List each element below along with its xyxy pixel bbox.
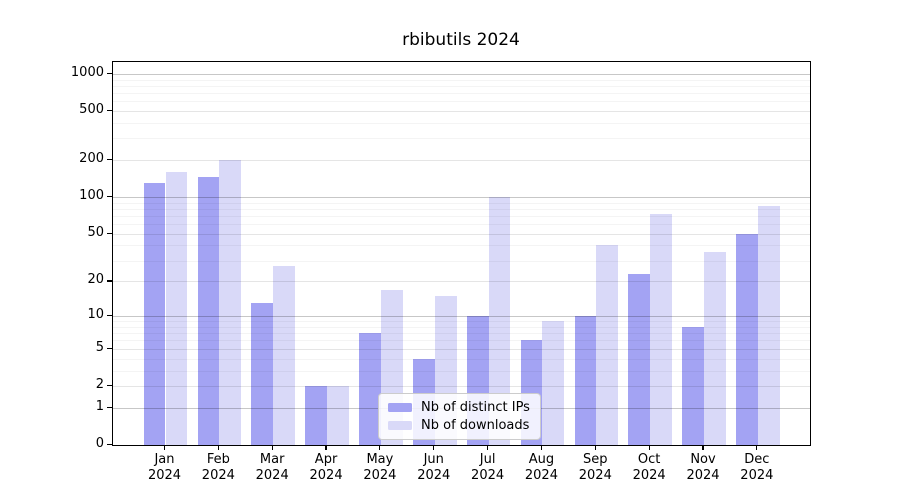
y-tick-label-10: 10 — [87, 307, 104, 323]
gridline-500 — [113, 111, 810, 113]
y-tick-label-2: 2 — [95, 376, 104, 392]
gridline-900 — [113, 79, 810, 81]
x-tick-mark-apr — [325, 445, 327, 450]
y-tick-label-100: 100 — [79, 188, 104, 204]
legend-swatch-downloads — [388, 420, 412, 431]
gridline-700 — [113, 92, 810, 94]
bar-distinct-ips-jan — [143, 183, 166, 445]
y-tick-mark-500 — [107, 110, 112, 112]
y-tick-mark-200 — [107, 159, 112, 161]
bar-distinct-ips-oct — [628, 274, 651, 445]
x-tick-label-nov: Nov 2024 — [686, 452, 720, 483]
x-tick-mark-jun — [433, 445, 435, 450]
bar-downloads-sep — [596, 245, 619, 445]
legend-label-downloads: Nb of downloads — [421, 418, 530, 433]
bar-downloads-feb — [219, 160, 242, 445]
plot-area: Nb of distinct IPs Nb of downloads — [112, 61, 811, 446]
bar-distinct-ips-apr — [305, 385, 328, 445]
x-tick-label-feb: Feb 2024 — [201, 452, 235, 483]
y-tick-label-0: 0 — [95, 436, 104, 451]
bar-distinct-ips-feb — [197, 177, 220, 445]
x-tick-label-apr: Apr 2024 — [309, 452, 343, 483]
bar-distinct-ips-dec — [736, 233, 758, 445]
y-tick-label-1000: 1000 — [70, 64, 104, 80]
x-tick-label-oct: Oct 2024 — [632, 452, 666, 483]
x-tick-label-aug: Aug 2024 — [524, 452, 558, 483]
y-tick-label-1: 1 — [95, 398, 104, 414]
bar-downloads-jan — [165, 172, 188, 445]
y-tick-mark-2 — [107, 384, 112, 387]
y-tick-label-20: 20 — [87, 272, 104, 288]
x-tick-label-sep: Sep 2024 — [578, 452, 612, 483]
bar-downloads-apr — [327, 385, 349, 445]
y-tick-mark-5 — [107, 347, 112, 349]
y-tick-mark-1000 — [107, 72, 112, 75]
y-tick-mark-20 — [107, 280, 112, 282]
y-tick-label-200: 200 — [79, 151, 104, 167]
x-tick-label-may: May 2024 — [363, 452, 397, 483]
x-tick-mark-dec — [756, 445, 758, 450]
x-tick-mark-feb — [217, 445, 219, 450]
x-tick-label-jun: Jun 2024 — [417, 452, 451, 483]
bar-downloads-dec — [757, 206, 780, 445]
bar-distinct-ips-sep — [574, 316, 597, 445]
bar-downloads-mar — [273, 265, 295, 445]
y-tick-label-50: 50 — [87, 224, 104, 240]
bar-downloads-nov — [704, 252, 726, 445]
y-tick-mark-100 — [107, 196, 112, 198]
chart-title: rbibutils 2024 — [402, 30, 520, 50]
y-tick-label-500: 500 — [79, 102, 104, 118]
legend: Nb of distinct IPs Nb of downloads — [378, 393, 541, 440]
x-tick-mark-jan — [163, 445, 166, 450]
gridline-1000 — [113, 73, 810, 75]
x-tick-label-jul: Jul 2024 — [471, 452, 505, 483]
x-tick-label-jan: Jan 2024 — [147, 452, 182, 483]
bar-distinct-ips-nov — [682, 326, 704, 445]
y-tick-mark-0 — [107, 444, 112, 446]
x-tick-label-dec: Dec 2024 — [740, 452, 774, 483]
legend-entry-distinct-ips: Nb of distinct IPs — [388, 400, 530, 415]
bar-distinct-ips-mar — [251, 303, 274, 445]
legend-entry-downloads: Nb of downloads — [388, 418, 530, 433]
x-tick-mark-jul — [487, 445, 489, 450]
x-tick-mark-oct — [648, 445, 650, 450]
gridline-800 — [113, 85, 810, 87]
bar-distinct-ips-may — [359, 333, 381, 445]
gridline-200 — [113, 160, 810, 162]
x-tick-mark-nov — [702, 445, 704, 450]
y-tick-mark-1 — [107, 406, 112, 408]
bar-downloads-oct — [650, 213, 672, 445]
y-tick-mark-10 — [107, 315, 112, 317]
x-tick-mark-mar — [271, 445, 273, 450]
x-tick-mark-sep — [594, 445, 596, 450]
gridline-300 — [113, 138, 810, 140]
bar-downloads-jul — [488, 197, 511, 445]
y-tick-mark-50 — [107, 232, 112, 234]
bar-downloads-aug — [542, 321, 565, 445]
gridline-600 — [113, 101, 810, 103]
x-tick-mark-may — [379, 445, 381, 450]
x-tick-mark-aug — [540, 445, 543, 450]
legend-label-distinct-ips: Nb of distinct IPs — [421, 400, 530, 415]
x-tick-label-mar: Mar 2024 — [255, 452, 289, 483]
y-tick-label-5: 5 — [95, 339, 104, 355]
gridline-400 — [113, 122, 810, 124]
legend-swatch-distinct-ips — [388, 402, 412, 413]
